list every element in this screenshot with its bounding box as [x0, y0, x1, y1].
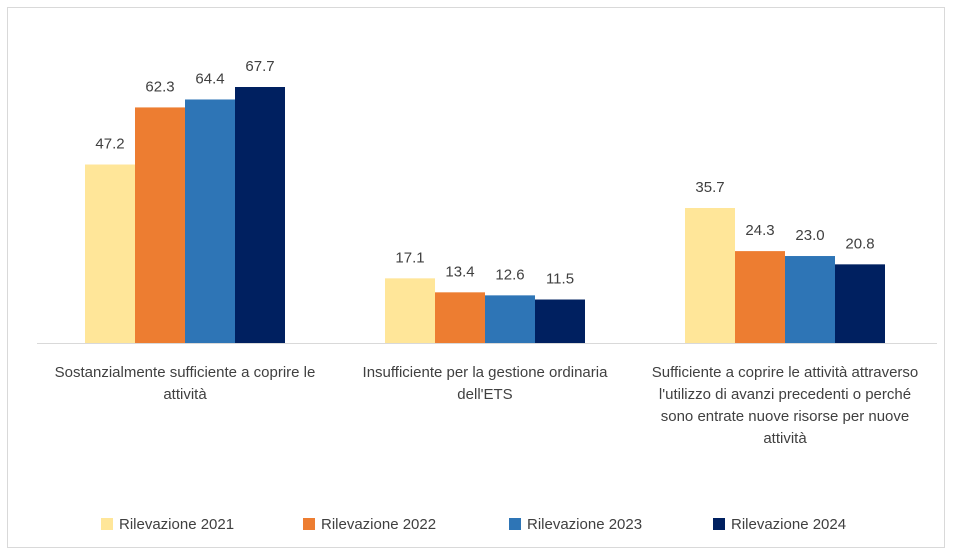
data-label: 17.1 [395, 249, 424, 266]
data-label: 23.0 [795, 227, 824, 244]
x-tick-label: Sostanzialmente sufficiente a coprire le… [54, 364, 316, 403]
data-label: 20.8 [845, 235, 874, 252]
x-tick-label: Insufficiente per la gestione ordinaria … [362, 364, 608, 403]
legend-swatch [713, 518, 725, 530]
bar [485, 295, 535, 343]
legend-label: Rilevazione 2021 [119, 516, 234, 533]
data-label: 24.3 [745, 222, 774, 239]
bar [435, 292, 485, 343]
legend-label: Rilevazione 2022 [321, 516, 436, 533]
legend-swatch [509, 518, 521, 530]
x-tick-label: Sufficiente a coprire le attività attrav… [651, 364, 919, 447]
legend-swatch [101, 518, 113, 530]
bar [385, 278, 435, 343]
data-label: 62.3 [145, 78, 174, 95]
data-label: 47.2 [95, 135, 124, 152]
bar [685, 208, 735, 343]
bar [535, 299, 585, 343]
data-label: 35.7 [695, 179, 724, 196]
legend-label: Rilevazione 2023 [527, 516, 642, 533]
data-label: 11.5 [546, 270, 574, 287]
data-label: 13.4 [445, 263, 474, 280]
bar [135, 107, 185, 343]
legend-label: Rilevazione 2024 [731, 516, 846, 533]
data-label: 12.6 [495, 266, 524, 283]
bar [85, 164, 135, 343]
data-label: 64.4 [195, 70, 224, 87]
bar [835, 264, 885, 343]
legend-swatch [303, 518, 315, 530]
data-label: 67.7 [245, 58, 274, 75]
bar [785, 256, 835, 343]
bar [735, 251, 785, 343]
bar [185, 99, 235, 344]
bar [235, 87, 285, 343]
